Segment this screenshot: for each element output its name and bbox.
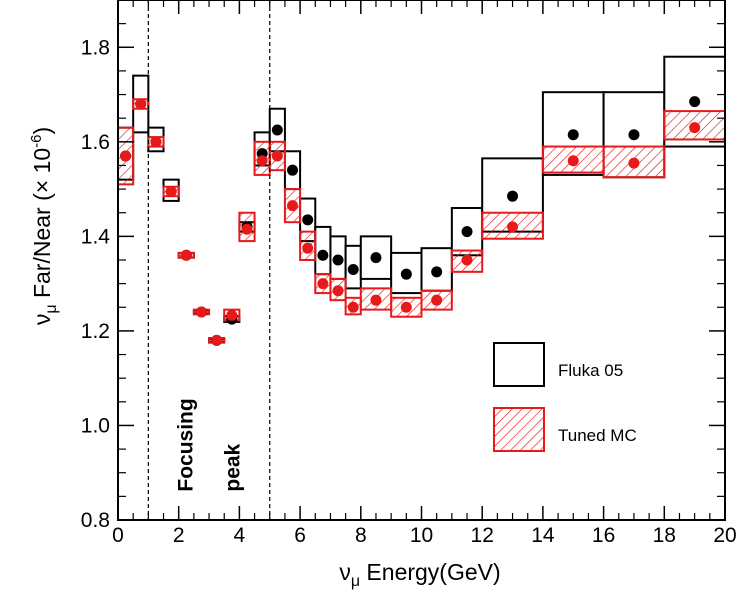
tuned-point-17 bbox=[400, 301, 412, 313]
fluka-point-19 bbox=[461, 226, 473, 238]
tuned-point-15 bbox=[347, 301, 359, 313]
x-tick-label: 16 bbox=[592, 524, 615, 547]
x-tick-label: 6 bbox=[294, 524, 306, 547]
tuned-point-10 bbox=[271, 150, 283, 162]
fluka-point-11 bbox=[287, 164, 299, 176]
tuned-point-20 bbox=[507, 221, 519, 233]
tuned-point-5 bbox=[195, 306, 207, 318]
tuned-point-9 bbox=[256, 155, 268, 167]
tuned-point-23 bbox=[689, 122, 701, 134]
tuned-point-2 bbox=[150, 136, 162, 148]
fluka-point-23 bbox=[689, 96, 701, 108]
x-axis-title: νμ Energy(GeV) bbox=[339, 559, 500, 590]
tuned-point-22 bbox=[628, 157, 640, 169]
x-tick-label: 18 bbox=[653, 524, 676, 547]
fluka-point-20 bbox=[507, 190, 519, 202]
fluka-point-12 bbox=[302, 214, 314, 226]
legend-swatch-tuned bbox=[493, 407, 545, 452]
tuned-point-12 bbox=[302, 242, 314, 254]
fluka-point-17 bbox=[400, 268, 412, 280]
tuned-point-6 bbox=[211, 334, 223, 346]
annotation-peak: peak bbox=[221, 443, 244, 491]
legend-label-fluka: Fluka 05 bbox=[558, 361, 623, 380]
legend-swatch-fluka bbox=[493, 342, 545, 387]
legend: Fluka 05 Tuned MC bbox=[493, 342, 637, 452]
tuned-point-18 bbox=[431, 294, 443, 306]
tuned-point-21 bbox=[567, 155, 579, 167]
tuned-point-14 bbox=[332, 285, 344, 297]
x-tick-label: 4 bbox=[234, 524, 246, 547]
y-tick-label: 1.4 bbox=[81, 225, 111, 248]
x-tick-label: 2 bbox=[173, 524, 185, 547]
fluka-point-13 bbox=[317, 249, 329, 261]
fluka-point-21 bbox=[567, 129, 579, 141]
tuned-point-8 bbox=[241, 223, 253, 235]
fluka-point-10 bbox=[271, 124, 283, 136]
fluka-point-14 bbox=[332, 254, 344, 266]
x-tick-label: 0 bbox=[112, 524, 124, 547]
annotation-focusing: Focusing bbox=[174, 398, 197, 491]
x-tick-label: 12 bbox=[471, 524, 494, 547]
tuned-point-4 bbox=[180, 249, 192, 261]
tuned-point-13 bbox=[317, 278, 329, 290]
tuned-point-11 bbox=[287, 200, 299, 212]
tuned-point-16 bbox=[370, 294, 382, 306]
fluka-point-15 bbox=[347, 263, 359, 275]
fluka-point-18 bbox=[431, 266, 443, 278]
tuned-point-3 bbox=[165, 185, 177, 197]
fluka-point-16 bbox=[370, 252, 382, 264]
tuned-point-0 bbox=[120, 150, 132, 162]
vline-layer bbox=[147, 0, 271, 520]
y-tick-label: 1.8 bbox=[81, 36, 110, 59]
fluka-point-22 bbox=[628, 129, 640, 141]
x-tick-label: 10 bbox=[410, 524, 433, 547]
x-tick-label: 8 bbox=[355, 524, 367, 547]
x-tick-label: 20 bbox=[713, 524, 736, 547]
tuned-point-1 bbox=[135, 98, 147, 110]
y-tick-label: 0.8 bbox=[81, 509, 110, 532]
x-tick-label: 14 bbox=[531, 524, 555, 547]
tick-layer: 0 2 4 6 8 10 12 14 16 18 20 0.8 1.0 1.2 1.4 1.6 1.8 bbox=[81, 0, 737, 547]
tuned-point-19 bbox=[461, 254, 473, 266]
y-tick-label: 1.2 bbox=[81, 320, 110, 343]
tuned-point-7 bbox=[226, 309, 238, 321]
series-layer bbox=[118, 55, 725, 346]
legend-label-tuned: Tuned MC bbox=[558, 426, 637, 445]
y-tick-label: 1.0 bbox=[81, 414, 110, 437]
y-axis-title: νμ Far/Near (× 10-6) bbox=[28, 127, 60, 325]
y-tick-label: 1.6 bbox=[81, 131, 110, 154]
